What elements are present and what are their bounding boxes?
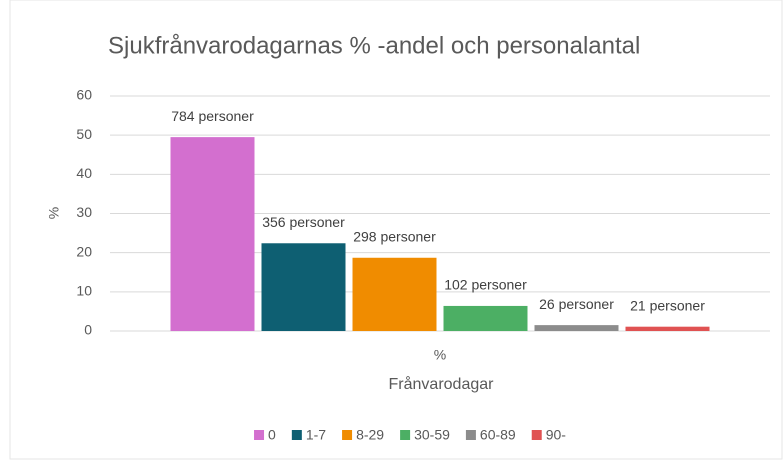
legend-swatch	[254, 430, 265, 440]
legend-label: 30-59	[414, 427, 450, 443]
data-label: 784 personer	[171, 108, 254, 124]
data-label: 102 personer	[444, 277, 527, 293]
bar	[625, 326, 710, 331]
y-tick-label: 10	[76, 283, 92, 299]
y-tick-label: 60	[76, 87, 92, 103]
legend-label: 1-7	[306, 427, 326, 443]
bar	[534, 325, 619, 331]
chart-border	[9, 0, 783, 460]
data-label: 26 personer	[539, 296, 614, 312]
chart-title: Sjukfrånvarodagarnas % -andel och person…	[108, 32, 640, 59]
y-tick-label: 40	[76, 165, 92, 181]
legend-swatch	[531, 430, 542, 440]
legend-swatch	[400, 430, 411, 440]
legend-label: 60-89	[480, 427, 516, 443]
legend-swatch	[342, 430, 353, 440]
legend-label: 90-	[546, 427, 567, 443]
x-axis-title: Frånvarodagar	[389, 375, 495, 393]
data-label: 21 personer	[630, 297, 705, 313]
bar	[443, 305, 528, 331]
data-label: 298 personer	[353, 228, 436, 244]
legend-label: 8-29	[356, 427, 384, 443]
bar	[352, 257, 437, 331]
legend-label: 0	[268, 427, 276, 443]
y-tick-label: 0	[84, 322, 92, 338]
y-axis-title: %	[46, 207, 62, 219]
y-tick-label: 20	[76, 243, 92, 259]
bar	[261, 243, 346, 331]
bar	[170, 137, 255, 331]
legend-swatch	[291, 430, 302, 440]
y-tick-label: 50	[76, 126, 92, 142]
y-tick-label: 30	[76, 204, 92, 220]
data-label: 356 personer	[262, 214, 345, 230]
x-tick-label: %	[434, 347, 446, 363]
legend-swatch	[465, 430, 476, 440]
